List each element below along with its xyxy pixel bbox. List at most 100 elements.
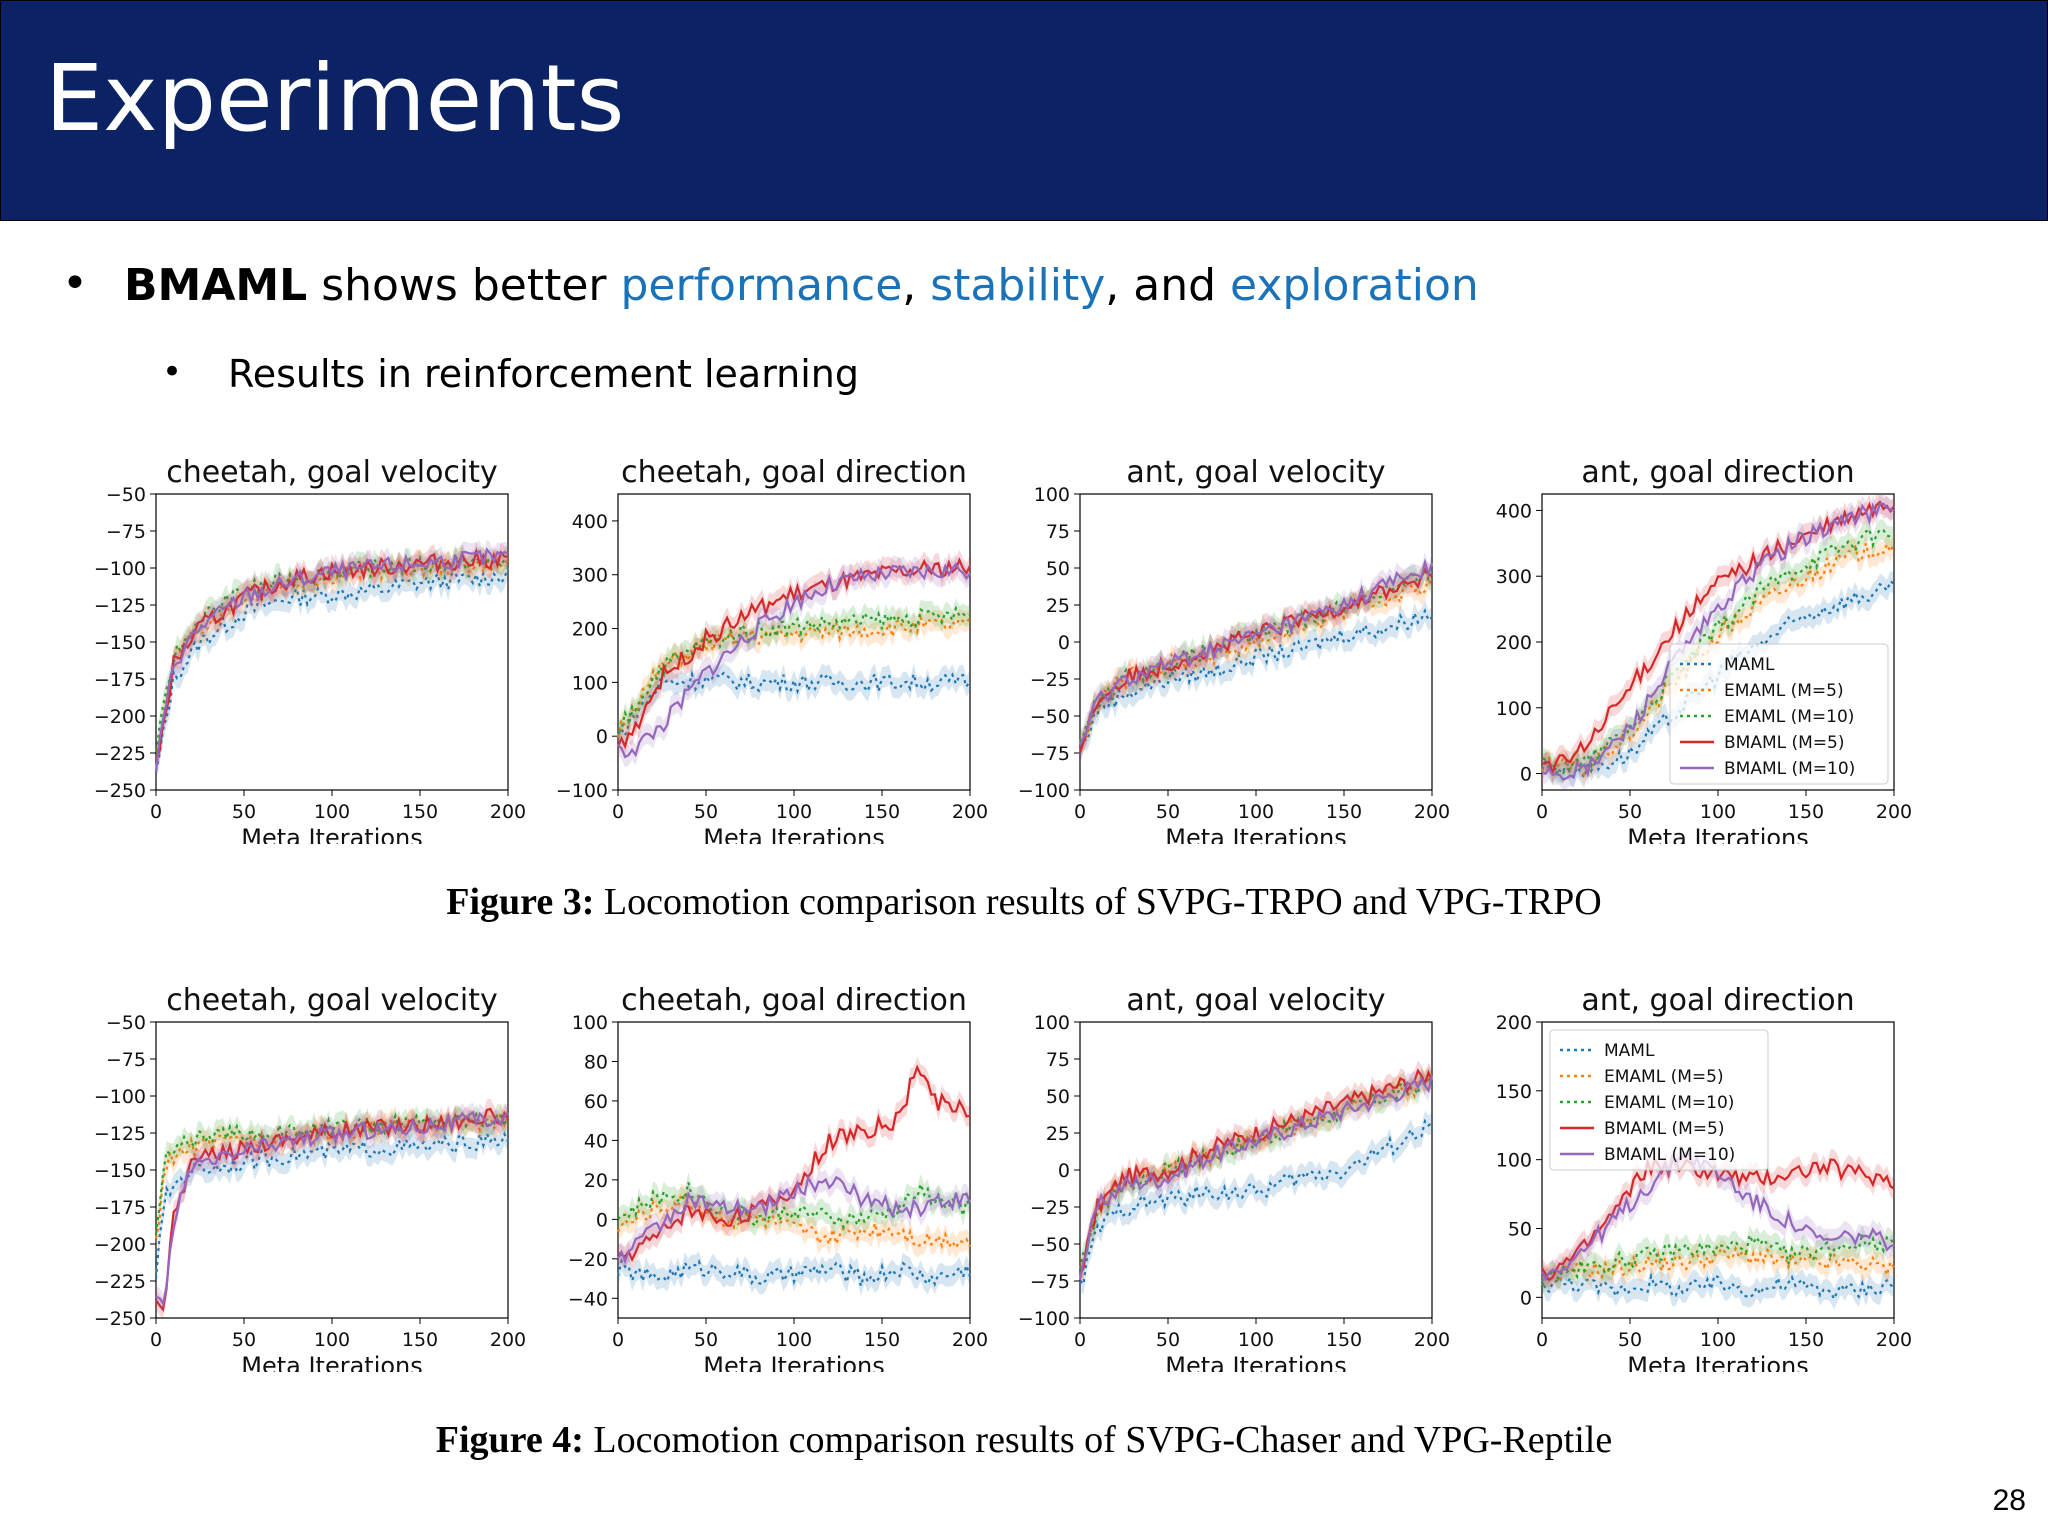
x-tick-label: 200: [1876, 801, 1912, 823]
legend-label: MAML: [1604, 1041, 1655, 1061]
x-axis-label: Meta Iterations: [1165, 824, 1347, 844]
series-band-emaml-m-5: [156, 1103, 508, 1249]
series-line-bmaml-m-5: [617, 1064, 971, 1263]
series-band-bmaml-m-10: [618, 1167, 970, 1272]
y-tick-label: −250: [94, 1308, 146, 1330]
series-band-emaml-m-10: [156, 1100, 508, 1245]
series-line-maml: [617, 669, 971, 739]
chart-title: ant, goal velocity: [1126, 455, 1385, 490]
x-tick-label: 0: [612, 801, 624, 823]
y-tick-label: 0: [1520, 1287, 1532, 1309]
x-axis-label: Meta Iterations: [241, 824, 423, 844]
x-tick-label: 100: [1238, 1329, 1274, 1351]
y-tick-label: 400: [1496, 500, 1532, 522]
x-tick-label: 100: [1700, 1329, 1736, 1351]
y-tick-label: 200: [1496, 1012, 1532, 1034]
x-tick-label: 100: [776, 1329, 812, 1351]
x-tick-label: 150: [1326, 1329, 1362, 1351]
series-band-bmaml-m-10: [156, 1102, 508, 1315]
x-tick-label: 50: [1618, 801, 1642, 823]
series-line-bmaml-m-10: [155, 1110, 509, 1307]
y-tick-label: 60: [584, 1091, 608, 1113]
series-band-emaml-m-5: [618, 607, 970, 748]
y-tick-label: 0: [596, 1209, 608, 1231]
series-line-emaml-m-10: [1541, 527, 1895, 775]
series-line-bmaml-m-10: [1078, 1074, 1434, 1281]
y-tick-label: −75: [1030, 1271, 1070, 1293]
legend-label: BMAML (M=10): [1724, 759, 1855, 779]
x-tick-label: 50: [1618, 1329, 1642, 1351]
x-tick-label: 150: [1788, 1329, 1824, 1351]
y-tick-label: 80: [584, 1051, 608, 1073]
y-tick-label: 50: [1046, 1086, 1070, 1108]
bullet-bold: BMAML: [124, 260, 308, 311]
y-tick-label: −100: [1018, 1308, 1070, 1330]
x-tick-label: 150: [864, 1329, 900, 1351]
y-tick-label: 150: [1496, 1081, 1532, 1103]
series-line-bmaml-m-10: [617, 562, 971, 759]
series-line-emaml-m-5: [1079, 572, 1434, 744]
y-tick-label: 0: [1520, 764, 1532, 786]
y-tick-label: 0: [1058, 632, 1070, 654]
x-tick-label: 50: [1156, 1329, 1180, 1351]
figure-3-label: Figure 3:: [446, 881, 595, 923]
plot-frame: [155, 1021, 509, 1319]
figure-4-label: Figure 4:: [435, 1419, 584, 1461]
bullet-dot-sub: •: [162, 352, 183, 392]
y-tick-label: −150: [94, 1160, 146, 1182]
title-bar: Experiments: [0, 0, 2048, 221]
series-line-maml: [154, 566, 510, 772]
y-tick-label: −25: [1030, 1197, 1070, 1219]
series-band-bmaml-m-5: [1542, 1149, 1894, 1291]
y-tick-label: 25: [1046, 595, 1070, 617]
chart-title: cheetah, goal velocity: [166, 455, 498, 490]
y-tick-label: 100: [1496, 1150, 1532, 1172]
series-line-maml: [1540, 1272, 1895, 1302]
series-line-bmaml-m-5: [1541, 500, 1895, 777]
series-line-emaml-m-5: [617, 1192, 971, 1250]
series-line-emaml-m-10: [617, 605, 971, 733]
y-tick-label: 50: [1508, 1219, 1532, 1241]
y-tick-label: −50: [106, 484, 146, 506]
series-band-bmaml-m-5: [1542, 494, 1894, 784]
x-tick-label: 50: [232, 1329, 256, 1351]
highlight-performance: performance: [620, 260, 903, 311]
series-line-bmaml-m-5: [154, 547, 509, 761]
y-tick-label: 300: [1496, 566, 1532, 588]
y-tick-label: 20: [584, 1170, 608, 1192]
figure-3-caption: Figure 3: Locomotion comparison results …: [0, 880, 2048, 924]
x-tick-label: 200: [1414, 1329, 1450, 1351]
page-number: 28: [1992, 1484, 2026, 1517]
y-tick-label: −50: [1030, 1234, 1070, 1256]
slide-title: Experiments: [45, 45, 625, 152]
y-tick-label: −100: [94, 1086, 146, 1108]
panel-ant-goal-direction-f4: ant, goal direction 0 50 100 150 200 0 50 100 150…: [1496, 983, 1912, 1372]
y-tick-label: −175: [94, 1197, 146, 1219]
y-tick-label: −50: [1030, 706, 1070, 728]
series-line-bmaml-m-10: [617, 1174, 972, 1265]
y-tick-label: −25: [1030, 669, 1070, 691]
y-tick-label: 100: [1034, 1012, 1070, 1034]
x-axis-label: Meta Iterations: [703, 824, 885, 844]
x-tick-label: 100: [1238, 801, 1274, 823]
y-tick-label: −100: [1018, 780, 1070, 802]
series-band-emaml-m-10: [618, 1172, 970, 1238]
series-band-maml: [1080, 1110, 1432, 1295]
y-tick-label: 50: [1046, 558, 1070, 580]
x-tick-label: 0: [1536, 801, 1548, 823]
x-tick-label: 150: [1326, 801, 1362, 823]
x-tick-label: 100: [776, 801, 812, 823]
y-tick-label: 25: [1046, 1123, 1070, 1145]
series-line-maml: [154, 1129, 509, 1280]
x-axis-label: Meta Iterations: [1627, 824, 1809, 844]
series-band-bmaml-m-5: [618, 1056, 970, 1270]
bullet-sub: Results in reinforcement learning: [228, 352, 859, 396]
series-line-bmaml-m-10: [1541, 502, 1895, 781]
x-tick-label: 0: [612, 1329, 624, 1351]
chart-title: cheetah, goal velocity: [166, 983, 498, 1018]
series-line-emaml-m-10: [1541, 1229, 1895, 1286]
y-tick-label: −225: [94, 1271, 146, 1293]
y-tick-label: −75: [1030, 743, 1070, 765]
